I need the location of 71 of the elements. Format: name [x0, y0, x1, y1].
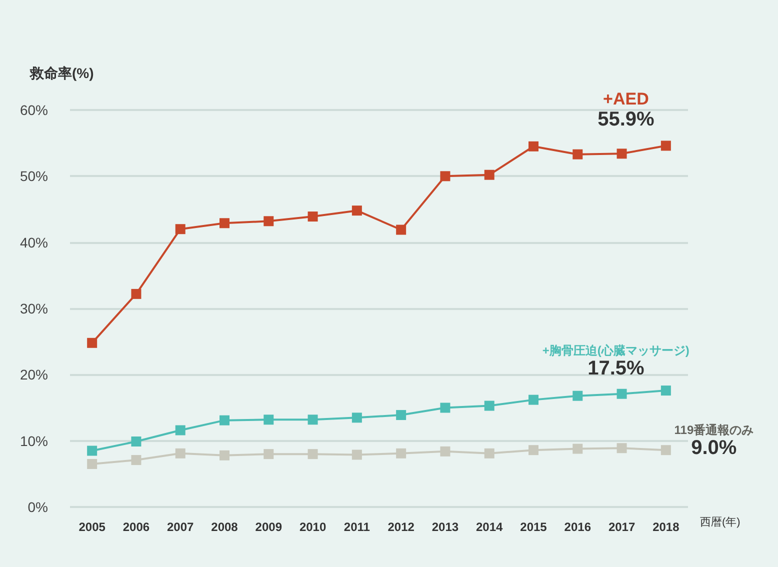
- y-tick-label: 30%: [20, 300, 48, 316]
- series-label: 119番通報のみ: [674, 423, 754, 438]
- x-tick-label: 2015: [520, 520, 548, 534]
- point: [396, 410, 406, 420]
- annotation: 55.9%: [598, 108, 654, 131]
- text: +AED: [603, 90, 649, 109]
- y-tick-label: 20%: [20, 366, 48, 383]
- x-tick-label: 2009: [255, 520, 282, 534]
- point: [528, 394, 538, 405]
- point: [264, 414, 274, 425]
- point: [396, 448, 406, 458]
- point: [396, 224, 406, 235]
- point: [175, 448, 186, 458]
- x-tick-label: 2006: [122, 520, 150, 534]
- point: [572, 149, 583, 160]
- point: [131, 436, 142, 446]
- point: [220, 450, 230, 460]
- point: [660, 386, 671, 396]
- point: [352, 450, 362, 460]
- point: [616, 148, 627, 159]
- x-tick-label: 2005: [78, 520, 106, 534]
- point: [87, 446, 98, 456]
- point: [616, 443, 627, 454]
- point: [484, 400, 494, 411]
- y-tick-label: 50%: [20, 168, 48, 184]
- point: [131, 455, 142, 466]
- point: [131, 288, 142, 299]
- point: [87, 458, 98, 469]
- point: [220, 415, 230, 426]
- text: 9.0%: [691, 437, 737, 460]
- point: [440, 402, 450, 413]
- point: [175, 224, 186, 234]
- point: [175, 425, 186, 436]
- x-tick-label: 2018: [652, 520, 680, 534]
- y-tick-label: 10%: [20, 432, 48, 449]
- x-tick-label: 2007: [167, 520, 194, 534]
- y-tick-label: 40%: [20, 234, 48, 250]
- x-axis-title: 西暦(年): [700, 516, 740, 528]
- point: [484, 448, 494, 458]
- x-tick-label: 2014: [476, 520, 504, 534]
- x-tick-label: 2017: [608, 520, 636, 534]
- y-axis-title: 救命率(%): [29, 65, 94, 81]
- point: [352, 412, 362, 423]
- point: [616, 388, 627, 399]
- y-tick-label: 0%: [28, 499, 48, 515]
- x-tick-label: 2013: [432, 520, 459, 534]
- point: [308, 414, 318, 425]
- x-tick-label: 2012: [388, 520, 415, 534]
- point: [528, 141, 538, 152]
- point: [660, 445, 671, 456]
- point: [572, 390, 583, 401]
- point: [528, 445, 538, 456]
- point: [308, 449, 318, 460]
- annotation: 17.5%: [588, 358, 644, 380]
- point: [87, 338, 98, 348]
- point: [440, 171, 450, 182]
- x-tick-label: 2011: [344, 520, 370, 534]
- x-tick-label: 2008: [211, 520, 238, 534]
- point: [572, 444, 583, 454]
- text: +胸骨圧迫(心臓マッサージ): [542, 344, 690, 358]
- point: [660, 140, 671, 151]
- point: [440, 446, 450, 456]
- point: [352, 206, 362, 216]
- point: [264, 216, 274, 226]
- y-tick-label: 60%: [20, 102, 48, 118]
- x-tick-label: 2016: [564, 520, 592, 534]
- point: [264, 449, 274, 460]
- x-tick-label: 2010: [299, 520, 326, 534]
- point: [308, 212, 318, 222]
- point: [484, 170, 494, 180]
- point: [220, 218, 230, 228]
